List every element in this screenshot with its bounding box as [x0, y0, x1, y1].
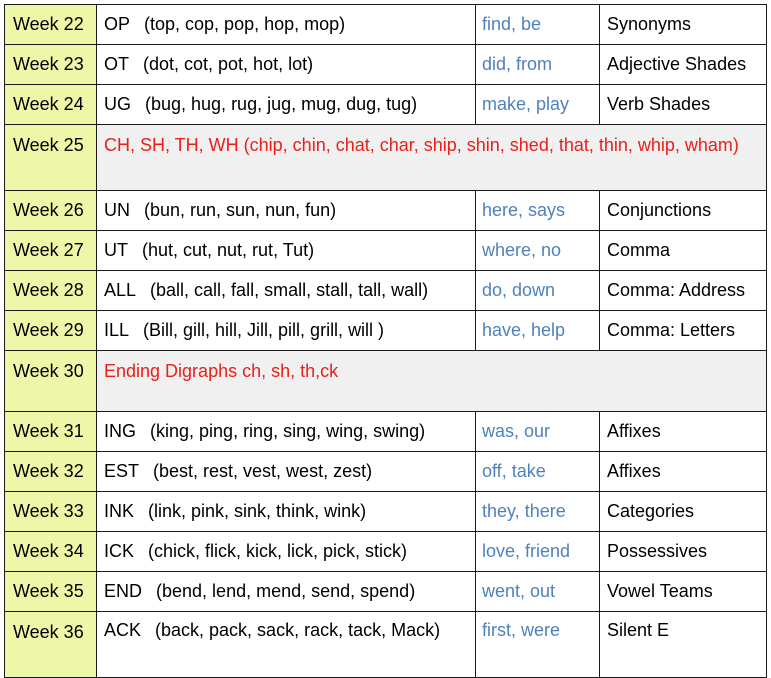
week-cell: Week 24: [4, 84, 97, 125]
pattern-label: END: [104, 581, 143, 601]
table-row: Week 27 UT (hut, cut, nut, rut, Tut) wher…: [4, 230, 767, 271]
table-row: Week 26 UN (bun, run, sun, nun, fun) here…: [4, 190, 767, 231]
table-row: Week 23 OT (dot, cot, pot, hot, lot) did,…: [4, 44, 767, 85]
week-cell: Week 34: [4, 531, 97, 572]
pattern-cell: OT (dot, cot, pot, hot, lot): [96, 44, 476, 85]
table-row: Week 32 EST (best, rest, vest, west, zest…: [4, 451, 767, 492]
sight-words-cell: find, be: [475, 4, 600, 45]
digraph-span-cell: CH, SH, TH, WH (chip, chin, chat, char, …: [96, 124, 767, 191]
example-words: (chick, flick, kick, lick, pick, stick): [148, 541, 408, 561]
skill-cell: Synonyms: [599, 4, 767, 45]
sight-words-cell: make, play: [475, 84, 600, 125]
sight-words-cell: they, there: [475, 491, 600, 532]
pattern-cell: ICK (chick, flick, kick, lick, pick, stic…: [96, 531, 476, 572]
pattern-label: ALL: [104, 280, 137, 300]
pattern-cell: OP (top, cop, pop, hop, mop): [96, 4, 476, 45]
week-cell: Week 32: [4, 451, 97, 492]
skill-cell: Affixes: [599, 451, 767, 492]
example-words: (Bill, gill, hill, Jill, pill, grill, wi…: [143, 320, 385, 340]
sight-words-cell: did, from: [475, 44, 600, 85]
week-cell: Week 36: [4, 611, 97, 678]
pattern-label: OP: [104, 14, 131, 34]
example-words: (dot, cot, pot, hot, lot): [143, 54, 314, 74]
word-study-schedule: Week 22 OP (top, cop, pop, hop, mop) find…: [4, 4, 767, 678]
week-cell: Week 35: [4, 571, 97, 612]
skill-cell: Comma: [599, 230, 767, 271]
pattern-label: UT: [104, 240, 128, 260]
pattern-label: ACK: [104, 620, 142, 640]
table-row: Week 34 ICK (chick, flick, kick, lick, pi…: [4, 531, 767, 572]
week-cell: Week 33: [4, 491, 97, 532]
week-cell: Week 22: [4, 4, 97, 45]
schedule-table: Week 22 OP (top, cop, pop, hop, mop) find…: [4, 4, 767, 678]
skill-cell: Possessives: [599, 531, 767, 572]
pattern-cell: ING (king, ping, ring, sing, wing, swing): [96, 411, 476, 452]
sight-words-cell: went, out: [475, 571, 600, 612]
skill-cell: Categories: [599, 491, 767, 532]
pattern-cell: INK (link, pink, sink, think, wink): [96, 491, 476, 532]
table-row: Week 31 ING (king, ping, ring, sing, wing…: [4, 411, 767, 452]
table-row: Week 33 INK (link, pink, sink, think, win…: [4, 491, 767, 532]
table-row: Week 36 ACK (back, pack, sack, rack, tack…: [4, 611, 767, 678]
pattern-label: INK: [104, 501, 135, 521]
pattern-cell: ALL (ball, call, fall, small, stall, tall…: [96, 270, 476, 311]
sight-words-cell: was, our: [475, 411, 600, 452]
example-words: (king, ping, ring, sing, wing, swing): [150, 421, 426, 441]
example-words: (ball, call, fall, small, stall, tall, w…: [150, 280, 429, 300]
pattern-cell: UN (bun, run, sun, nun, fun): [96, 190, 476, 231]
pattern-label: UN: [104, 200, 130, 220]
skill-cell: Verb Shades: [599, 84, 767, 125]
table-row: Week 25 CH, SH, TH, WH (chip, chin, chat…: [4, 124, 767, 191]
pattern-label: OT: [104, 54, 129, 74]
sight-words-cell: have, help: [475, 310, 600, 351]
example-words: (hut, cut, nut, rut, Tut): [142, 240, 315, 260]
skill-cell: Affixes: [599, 411, 767, 452]
table-row: Week 22 OP (top, cop, pop, hop, mop) find…: [4, 4, 767, 45]
skill-cell: Silent E: [599, 611, 767, 678]
example-words: (back, pack, sack, rack, tack, Mack): [155, 620, 441, 640]
pattern-cell: ILL (Bill, gill, hill, Jill, pill, grill,…: [96, 310, 476, 351]
table-row: Week 35 END (bend, lend, mend, send, spen…: [4, 571, 767, 612]
example-words: (bun, run, sun, nun, fun): [144, 200, 337, 220]
sight-words-cell: off, take: [475, 451, 600, 492]
pattern-cell: UG (bug, hug, rug, jug, mug, dug, tug): [96, 84, 476, 125]
digraph-span-cell: Ending Digraphs ch, sh, th,ck: [96, 350, 767, 412]
example-words: (top, cop, pop, hop, mop): [144, 14, 346, 34]
pattern-cell: UT (hut, cut, nut, rut, Tut): [96, 230, 476, 271]
example-words: (best, rest, vest, west, zest): [153, 461, 373, 481]
week-cell: Week 29: [4, 310, 97, 351]
week-cell: Week 30: [4, 350, 97, 412]
pattern-cell: EST (best, rest, vest, west, zest): [96, 451, 476, 492]
week-cell: Week 23: [4, 44, 97, 85]
pattern-cell: ACK (back, pack, sack, rack, tack, Mack): [96, 611, 476, 678]
skill-cell: Adjective Shades: [599, 44, 767, 85]
skill-cell: Comma: Address: [599, 270, 767, 311]
pattern-label: ING: [104, 421, 137, 441]
pattern-cell: END (bend, lend, mend, send, spend): [96, 571, 476, 612]
example-words: (bend, lend, mend, send, spend): [156, 581, 416, 601]
skill-cell: Vowel Teams: [599, 571, 767, 612]
week-cell: Week 25: [4, 124, 97, 191]
week-cell: Week 27: [4, 230, 97, 271]
table-row: Week 28 ALL (ball, call, fall, small, sta…: [4, 270, 767, 311]
pattern-label: ILL: [104, 320, 130, 340]
sight-words-cell: do, down: [475, 270, 600, 311]
table-row: Week 30 Ending Digraphs ch, sh, th,ck: [4, 350, 767, 412]
sight-words-cell: first, were: [475, 611, 600, 678]
sight-words-cell: here, says: [475, 190, 600, 231]
pattern-label: UG: [104, 94, 131, 114]
week-cell: Week 26: [4, 190, 97, 231]
week-cell: Week 31: [4, 411, 97, 452]
table-row: Week 29 ILL (Bill, gill, hill, Jill, pill…: [4, 310, 767, 351]
pattern-label: EST: [104, 461, 140, 481]
skill-cell: Comma: Letters: [599, 310, 767, 351]
example-words: (bug, hug, rug, jug, mug, dug, tug): [145, 94, 418, 114]
sight-words-cell: where, no: [475, 230, 600, 271]
pattern-label: ICK: [104, 541, 135, 561]
sight-words-cell: love, friend: [475, 531, 600, 572]
week-cell: Week 28: [4, 270, 97, 311]
example-words: (link, pink, sink, think, wink): [148, 501, 367, 521]
skill-cell: Conjunctions: [599, 190, 767, 231]
table-row: Week 24 UG (bug, hug, rug, jug, mug, dug,…: [4, 84, 767, 125]
